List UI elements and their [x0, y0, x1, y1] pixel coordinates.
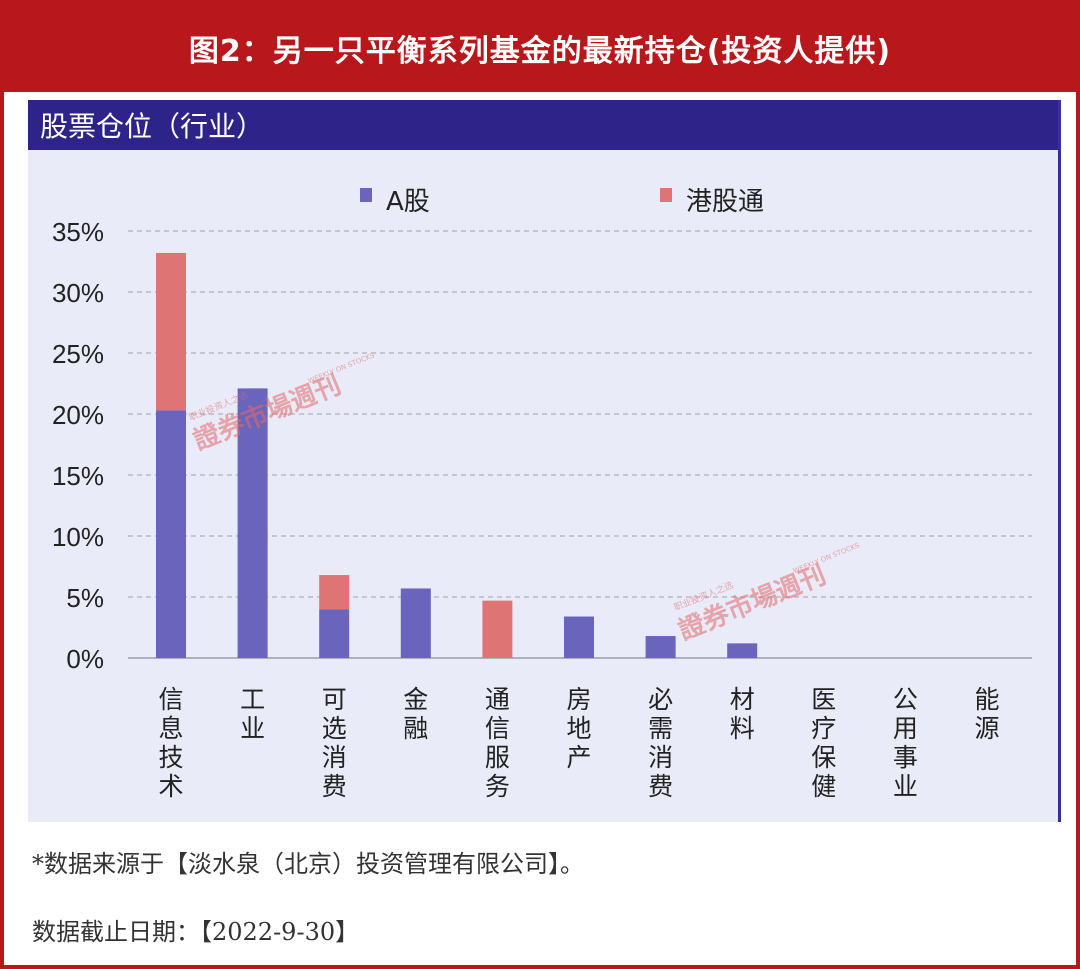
x-tick-label: 信	[158, 685, 183, 714]
x-tick-label: 疗	[811, 714, 836, 743]
x-tick-label: 工	[240, 685, 265, 714]
bar-segment	[156, 252, 186, 411]
y-tick-label: 20%	[52, 400, 104, 430]
x-tick-label: 源	[974, 714, 999, 743]
x-tick-label: 消	[648, 743, 673, 772]
bar-segment	[319, 609, 350, 658]
y-tick-label: 30%	[52, 278, 104, 308]
x-tick-label: 公	[893, 685, 918, 714]
x-tick-label: 信	[485, 714, 510, 743]
x-tick-label: 金	[403, 685, 428, 714]
source-footnote: *数据来源于【淡水泉（北京）投资管理有限公司】。	[32, 850, 584, 878]
legend-swatch	[360, 188, 372, 202]
legend-swatch	[660, 188, 672, 202]
watermark-english: WEEKLY ON STOCKS	[792, 541, 861, 575]
bar-segment	[645, 636, 676, 658]
bar-segment	[156, 410, 186, 658]
x-tick-label: 产	[566, 743, 591, 772]
panel-title: 股票仓位（行业）	[28, 100, 1058, 150]
x-tick-label: 房	[566, 685, 591, 714]
y-tick-label: 0%	[66, 644, 104, 674]
x-tick-label: 通	[485, 685, 510, 714]
x-tick-label: 消	[322, 743, 347, 772]
watermark-english: WEEKLY ON STOCKS	[307, 351, 376, 385]
x-tick-label: 能	[974, 685, 999, 714]
x-tick-label: 健	[811, 772, 836, 801]
legend-label: A股	[386, 187, 430, 217]
bar-segment	[400, 588, 431, 658]
y-tick-label: 25%	[52, 339, 104, 369]
x-tick-label: 技	[158, 743, 183, 772]
x-tick-label: 息	[158, 714, 183, 743]
bar-segment	[727, 643, 758, 658]
x-tick-label: 费	[648, 772, 673, 801]
bar-segment	[237, 388, 268, 658]
x-tick-label: 保	[811, 743, 836, 772]
x-tick-label: 医	[811, 685, 836, 714]
x-tick-label: 术	[158, 772, 183, 801]
x-tick-label: 可	[322, 685, 347, 714]
x-tick-label: 服	[485, 743, 510, 772]
legend-label: 港股通	[686, 187, 764, 217]
chart-panel: 股票仓位（行业） 35% 30% 25% 20% 15% 10% 5% 0% 信息技术工业可选消…	[28, 100, 1061, 822]
stacked-bar-chart: 35%30%25%20%15%10%5%0%信息技术工业可选消费金融通信服务房地…	[52, 187, 1032, 801]
x-tick-label: 需	[648, 714, 673, 743]
y-tick-label: 35%	[52, 217, 104, 247]
bar-segment	[564, 616, 594, 658]
bar-segment	[482, 600, 513, 658]
bar-segment	[319, 575, 350, 610]
x-tick-label: 用	[893, 714, 918, 743]
x-tick-label: 费	[322, 772, 347, 801]
x-tick-label: 事	[893, 743, 918, 772]
x-tick-label: 业	[893, 772, 918, 801]
x-tick-label: 业	[240, 714, 265, 743]
x-tick-label: 选	[322, 714, 347, 743]
x-tick-label: 地	[566, 714, 591, 743]
x-tick-label: 必	[648, 685, 673, 714]
x-tick-label: 融	[403, 714, 428, 743]
y-tick-label: 5%	[66, 583, 104, 613]
x-tick-label: 材	[730, 685, 755, 714]
figure-title: 图2：另一只平衡系列基金的最新持仓(投资人提供)	[4, 4, 1076, 92]
x-tick-label: 务	[485, 772, 510, 801]
x-tick-label: 料	[730, 714, 755, 743]
y-tick-label: 10%	[52, 522, 104, 552]
date-footnote: 数据截止日期：【2022-9-30】	[32, 918, 360, 946]
y-tick-label: 15%	[52, 461, 104, 491]
